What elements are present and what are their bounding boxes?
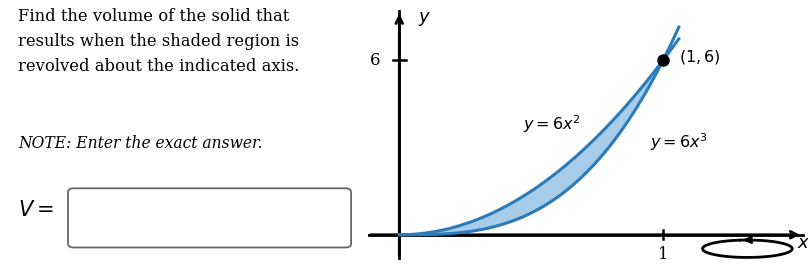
Text: Find the volume of the solid that
results when the shaded region is
revolved abo: Find the volume of the solid that result… [19,8,300,75]
Text: $(1, 6)$: $(1, 6)$ [679,48,721,66]
Text: 6: 6 [370,52,381,69]
Text: $x$: $x$ [797,235,808,253]
Text: $y = 6x^2$: $y = 6x^2$ [524,114,581,135]
Text: $y = 6x^3$: $y = 6x^3$ [650,131,708,153]
Text: NOTE: Enter the exact answer.: NOTE: Enter the exact answer. [19,134,263,151]
Text: 1: 1 [658,246,668,263]
Text: $y$: $y$ [418,9,431,27]
FancyBboxPatch shape [68,188,351,247]
Text: $V=$: $V=$ [19,200,54,220]
